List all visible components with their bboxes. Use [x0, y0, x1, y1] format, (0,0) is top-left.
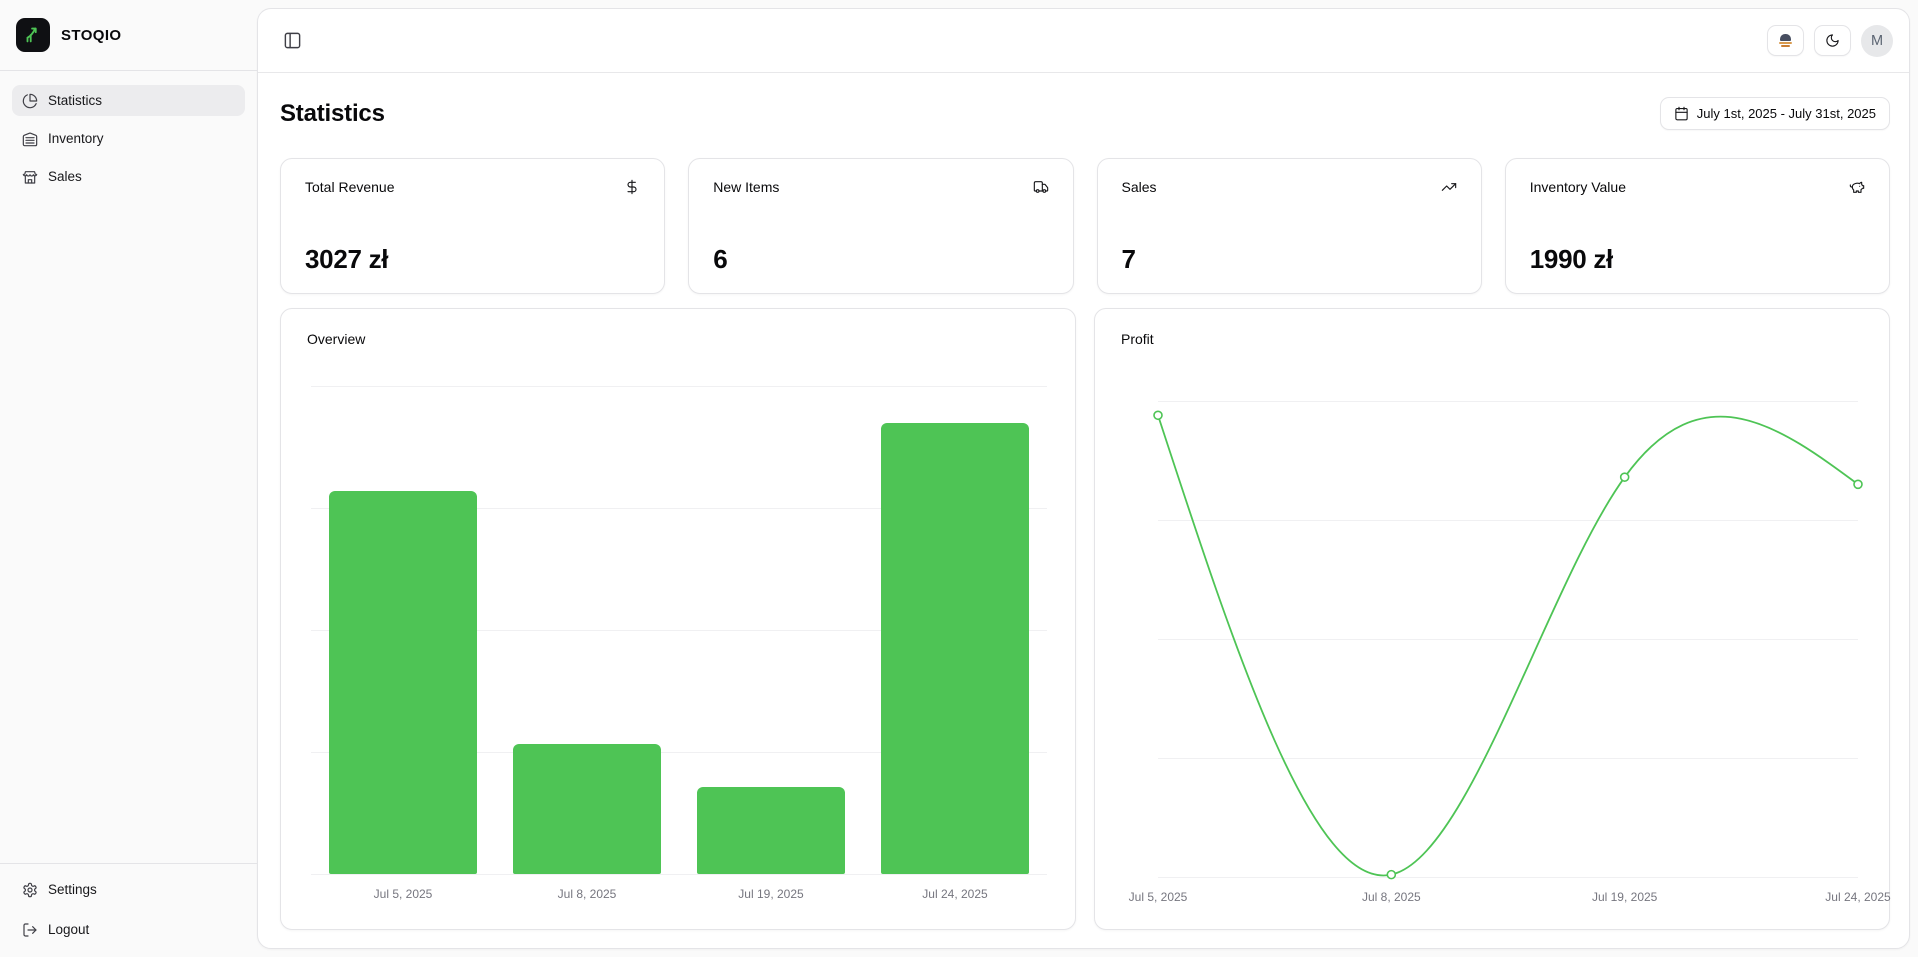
sidebar-item-label: Sales [48, 169, 82, 184]
sidebar-toggle-button[interactable] [274, 23, 310, 59]
stat-label: Inventory Value [1529, 179, 1626, 195]
stat-card-sales: Sales 7 [1096, 158, 1482, 294]
gridline [311, 752, 1047, 753]
chart-title: Profit [1121, 331, 1154, 347]
sidebar-item-label: Statistics [48, 93, 103, 108]
gridline [1158, 520, 1858, 521]
language-flag-button[interactable] [1767, 25, 1804, 56]
data-point-Jul 24, 2025 [1853, 479, 1863, 490]
topbar-actions: M [1767, 24, 1893, 57]
brand-name: STOQIO [61, 26, 122, 44]
stat-label: New Items [713, 179, 780, 195]
profit-line-chart [1153, 401, 1863, 880]
sidebar-item-settings[interactable]: Settings [12, 874, 245, 905]
gridline [311, 386, 1047, 387]
main-panel: M Statistics July 1st, 2025 - July 31st,… [257, 8, 1910, 949]
brand: STOQIO [0, 0, 257, 71]
gridline [311, 874, 1047, 875]
x-axis-label: Jul 8, 2025 [557, 887, 617, 901]
gridline [1158, 639, 1858, 640]
truck-icon [1033, 181, 1048, 193]
x-axis-label: Jul 8, 2025 [1361, 890, 1421, 904]
stat-label: Total Revenue [305, 179, 395, 195]
overview-bar-chart [311, 386, 1047, 875]
stat-card-total-revenue: Total Revenue 3027 zł [280, 158, 666, 294]
stoqio-logo-icon [16, 18, 50, 52]
x-axis-label: Jul 24, 2025 [922, 887, 988, 901]
x-axis-label: Jul 5, 2025 [1128, 890, 1188, 904]
user-avatar[interactable]: M [1861, 24, 1893, 57]
date-range-label: July 1st, 2025 - July 31st, 2025 [1696, 106, 1876, 121]
x-axis-label: Jul 24, 2025 [1825, 890, 1891, 904]
charts-row: Overview Jul 5, 2025 Jul 8, 2025 Jul 19, 2… [280, 308, 1891, 930]
sidebar-menu: Statistics Inventory Sales [0, 71, 257, 206]
piggy-bank-icon [1849, 181, 1865, 193]
sidebar-item-sales[interactable]: Sales [12, 161, 245, 192]
stat-card-inventory-value: Inventory Value 1990 zł [1504, 158, 1890, 294]
calendar-icon [1675, 106, 1688, 121]
sidebar: STOQIO Statistics Inventory Sales Settin… [0, 0, 257, 957]
stats-row: Total Revenue 3027 zł New Items 6 Sales [280, 158, 1890, 294]
stat-value: 1990 zł [1529, 244, 1613, 274]
gridline [311, 630, 1047, 631]
language-flag-icon [1778, 34, 1793, 47]
pie-chart-icon [22, 93, 38, 108]
panel-left-icon [284, 32, 300, 49]
profit-x-axis: Jul 5, 2025 Jul 8, 2025 Jul 19, 2025 Jul 24… [1129, 890, 1891, 908]
logout-icon [23, 922, 37, 937]
sidebar-item-label: Logout [48, 922, 90, 937]
sidebar-item-statistics[interactable]: Statistics [12, 85, 245, 116]
stat-value: 6 [713, 244, 728, 274]
stat-card-new-items: New Items 6 [688, 158, 1074, 294]
data-point-Jul 19, 2025 [1619, 472, 1630, 482]
stat-label: Sales [1121, 179, 1157, 195]
bar-Jul 19, 2025 [697, 786, 845, 874]
bar-Jul 5, 2025 [329, 490, 477, 874]
chart-title: Overview [307, 331, 366, 347]
profit-chart-card: Profit Jul 5, 2025 Jul 8, 2025 Jul 19, 202… [1094, 308, 1891, 930]
dollar-icon [627, 179, 637, 195]
sidebar-footer: Settings Logout [0, 863, 257, 949]
warehouse-icon [22, 132, 38, 146]
date-range-button[interactable]: July 1st, 2025 - July 31st, 2025 [1659, 97, 1890, 130]
trending-up-icon [1441, 183, 1456, 191]
x-axis-label: Jul 19, 2025 [1591, 890, 1658, 904]
bar-Jul 8, 2025 [513, 743, 661, 874]
overview-x-axis: Jul 5, 2025 Jul 8, 2025 Jul 19, 2025 Jul 24… [311, 887, 1047, 905]
gridline [311, 508, 1047, 509]
page-title: Statistics [280, 99, 385, 127]
theme-toggle-button[interactable] [1814, 25, 1851, 56]
page-head: Statistics July 1st, 2025 - July 31st, 2… [280, 97, 1890, 130]
sidebar-item-inventory[interactable]: Inventory [12, 123, 245, 154]
x-axis-label: Jul 5, 2025 [373, 887, 433, 901]
gridline [1158, 758, 1858, 759]
overview-chart-card: Overview Jul 5, 2025 Jul 8, 2025 Jul 19, 2… [280, 308, 1076, 930]
data-point-Jul 8, 2025 [1386, 869, 1397, 880]
gridline [1158, 877, 1858, 878]
gridline [1158, 401, 1858, 402]
stat-value: 3027 zł [305, 244, 389, 274]
bar-Jul 24, 2025 [881, 423, 1029, 874]
sidebar-item-logout[interactable]: Logout [12, 914, 245, 945]
store-icon [22, 170, 38, 184]
topbar: M [258, 9, 1909, 73]
sidebar-item-label: Inventory [48, 131, 104, 146]
moon-icon [1826, 34, 1839, 47]
content: Statistics July 1st, 2025 - July 31st, 2… [258, 73, 1909, 948]
gear-icon [23, 882, 37, 897]
profit-line [1157, 415, 1859, 877]
sidebar-item-label: Settings [48, 882, 97, 897]
profit-line-svg [1153, 410, 1863, 880]
stat-value: 7 [1121, 244, 1136, 274]
x-axis-label: Jul 19, 2025 [738, 887, 804, 901]
data-point-Jul 5, 2025 [1153, 410, 1163, 421]
